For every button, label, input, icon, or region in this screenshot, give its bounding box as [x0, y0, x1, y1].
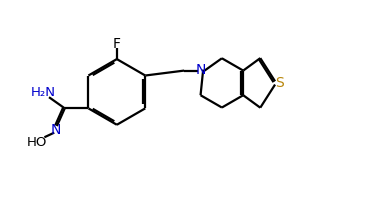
- Text: F: F: [113, 37, 121, 51]
- Text: HO: HO: [27, 136, 47, 149]
- Text: S: S: [275, 76, 284, 90]
- Text: N: N: [51, 123, 61, 137]
- Text: N: N: [195, 63, 206, 77]
- Text: H₂N: H₂N: [31, 86, 56, 99]
